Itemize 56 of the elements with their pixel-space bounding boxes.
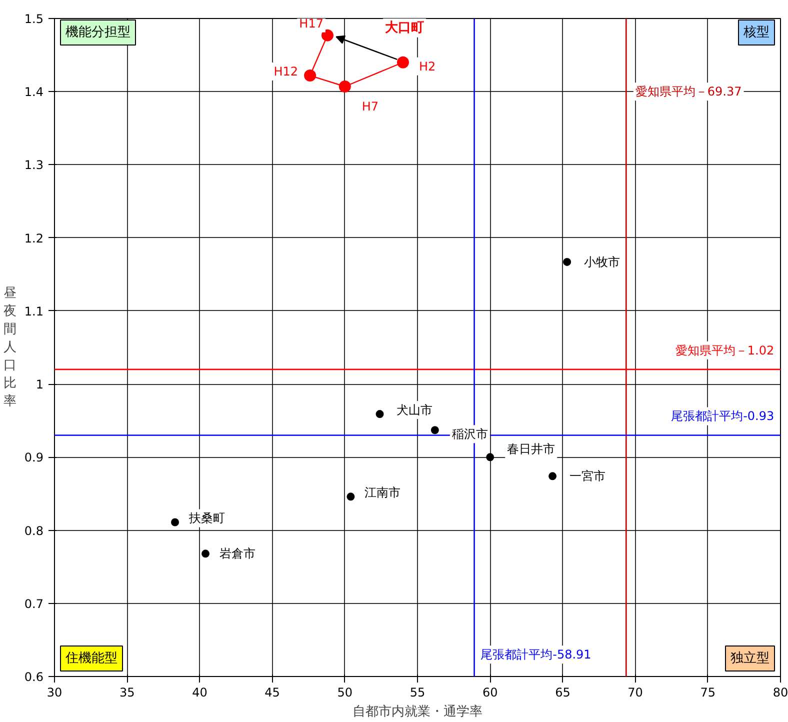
annotation: H7: [362, 99, 379, 114]
x-tick-label: 35: [119, 686, 135, 700]
annotation: 春日井市: [507, 442, 556, 456]
annotation: 独立型: [730, 650, 770, 666]
annotation: 扶桑町: [188, 511, 226, 526]
annotation: H17: [299, 16, 324, 30]
annotation: 核型: [742, 25, 770, 40]
annotation: 岩倉市: [220, 546, 256, 561]
y-tick-label: 0.6: [24, 670, 44, 684]
y-tick-label: 0.7: [24, 596, 44, 611]
x-tick-label: 40: [192, 686, 208, 700]
y-tick-label: 1.1: [24, 304, 44, 318]
point: [563, 258, 572, 266]
point: [202, 550, 210, 558]
annotation: H2: [418, 59, 436, 74]
point: [486, 453, 494, 462]
annotation: H12: [274, 64, 298, 79]
x-tick-label: 80: [772, 686, 788, 700]
x-tick-label: 30: [46, 686, 62, 700]
ref-line-label: 尾張都計平均-58.91: [480, 648, 592, 662]
ref-line-label: 尾張都計平均-0.93: [671, 409, 774, 424]
x-tick-label: 60: [482, 686, 498, 700]
ref-line-label: 愛知県平均－69.37: [635, 84, 742, 99]
y-tick-label: 1: [36, 378, 44, 392]
y-tick-label: 1.2: [24, 231, 44, 246]
x-tick-label: 50: [337, 686, 353, 700]
point: [548, 472, 557, 480]
point: [171, 518, 180, 526]
annotation: 犬山市: [396, 403, 433, 418]
x-tick-label: 70: [628, 686, 643, 700]
annotation: 稲沢市: [452, 427, 488, 442]
annotation: 住機能型: [64, 651, 118, 666]
y-axis-title: 昼夜間人口比率: [3, 286, 16, 409]
y-tick-label: 1.5: [24, 12, 44, 26]
y-tick-label: 0.8: [24, 524, 44, 538]
annotation: 江南市: [364, 486, 401, 500]
point: [304, 70, 316, 82]
point: [338, 80, 351, 92]
y-tick-label: 0.9: [24, 450, 44, 465]
point: [396, 56, 409, 68]
point: [430, 426, 439, 434]
annotation: 小牧市: [584, 254, 620, 269]
x-tick-label: 55: [410, 686, 426, 700]
point: [346, 492, 355, 501]
y-tick-label: 1.4: [24, 85, 44, 100]
annotation: 機能分担型: [66, 25, 130, 40]
point: [376, 410, 384, 418]
point: [321, 29, 334, 42]
annotation: 一宮市: [570, 469, 606, 484]
x-tick-label: 45: [264, 686, 280, 700]
text: 大口町: [384, 20, 424, 36]
x-axis-title: 自都市内就業・通学率: [352, 704, 482, 720]
ref-line-label: 愛知県平均－1.02: [675, 343, 774, 358]
x-tick-label: 75: [700, 686, 716, 700]
x-tick-label: 65: [555, 686, 570, 700]
y-tick-label: 1.3: [24, 158, 44, 172]
